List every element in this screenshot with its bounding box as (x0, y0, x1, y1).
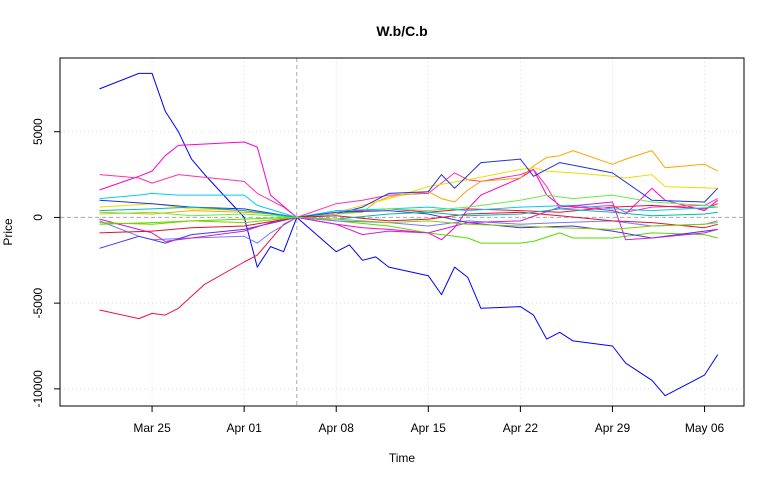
x-axis-label: Time (389, 451, 416, 465)
x-tick-label-1: Apr 01 (226, 421, 262, 435)
series-line-11 (99, 210, 718, 249)
y-tick-label-0: 5000 (31, 118, 45, 145)
series-line-6 (99, 158, 719, 218)
y-axis-label: Price (1, 218, 15, 246)
x-tick-label-0: Mar 25 (133, 421, 171, 435)
series-line-8 (99, 216, 718, 244)
y-tick-label-1: 0 (31, 214, 45, 221)
series-group (99, 72, 719, 397)
series-line-9 (99, 194, 718, 218)
series-line-2 (99, 168, 718, 218)
series-line-13 (99, 211, 718, 234)
x-tick-label-5: Apr 29 (595, 421, 631, 435)
series-line-14 (99, 206, 718, 220)
x-tick-label-6: May 06 (685, 421, 725, 435)
series-line-15 (99, 216, 718, 230)
chart-title: W.b/C.b (376, 23, 427, 39)
x-tick-label-3: Apr 15 (411, 421, 447, 435)
x-tick-label-4: Apr 22 (503, 421, 539, 435)
series-line-7 (99, 192, 718, 218)
series-line-1 (99, 141, 719, 241)
y-axis: 5000 0 -5000 -10000 (31, 118, 60, 408)
y-tick-label-3: -10000 (31, 370, 45, 408)
y-tick-label-2: -5000 (31, 287, 45, 318)
series-line-0 (99, 72, 719, 397)
series-line-12 (99, 201, 718, 242)
x-axis: Mar 25 Apr 01 Apr 08 Apr 15 Apr 22 Apr 29 May … (133, 406, 725, 435)
plot-frame (59, 57, 745, 407)
reference-lines (60, 58, 744, 406)
x-tick-label-2: Apr 08 (319, 421, 355, 435)
